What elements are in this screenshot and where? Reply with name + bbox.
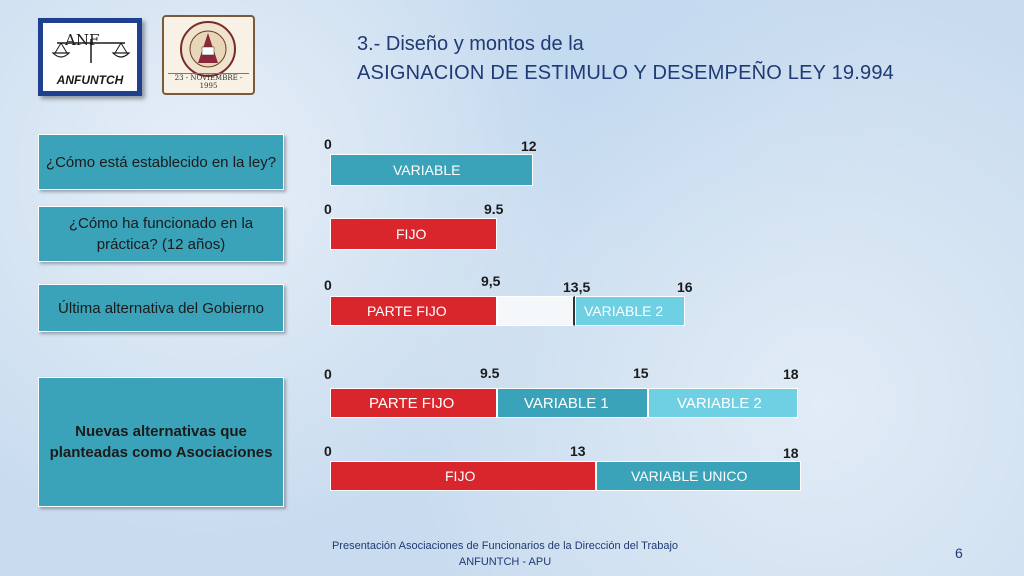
association-seal: 23 - NOVIEMBRE - 1995 — [162, 15, 255, 95]
bar-parte-fijo: PARTE FIJO — [330, 296, 497, 326]
row5-fijo-value: 13 — [570, 443, 586, 459]
row5-end-value: 18 — [783, 445, 799, 461]
scales-icon — [51, 39, 131, 63]
seal-emblem-icon — [180, 21, 236, 77]
row3-mid-value: 13,5 — [563, 279, 591, 295]
bar-variable-1-asoc: VARIABLE 1 — [497, 388, 648, 418]
bar-fijo: FIJO — [330, 218, 497, 250]
bar-variable-2: VARIABLE 2 — [575, 296, 685, 326]
logo-name: ANFUNTCH — [56, 73, 124, 87]
row3-start-value: 0 — [324, 277, 332, 293]
footer-line1: Presentación Asociaciones de Funcionario… — [331, 540, 679, 552]
bar-gap — [497, 296, 575, 326]
row1-start-value: 0 — [324, 136, 332, 152]
row4-end-value: 18 — [783, 366, 799, 382]
question-gobierno: Última alternativa del Gobierno — [38, 284, 284, 332]
seal-date: 23 - NOVIEMBRE - 1995 — [168, 73, 249, 90]
row4-start-value: 0 — [324, 366, 332, 382]
slide-title-line2: ASIGNACION DE ESTIMULO Y DESEMPEÑO LEY 1… — [357, 62, 894, 84]
row3-end-value: 16 — [677, 279, 693, 295]
row2-end-value: 9.5 — [484, 201, 504, 217]
row3-fijo-value: 9,5 — [481, 273, 501, 289]
row4-mid-value: 15 — [633, 365, 649, 381]
question-ley: ¿Cómo está establecido en la ley? — [38, 134, 284, 190]
page-number: 6 — [955, 545, 963, 561]
question-practica: ¿Cómo ha funcionado en la práctica? (12 … — [38, 206, 284, 262]
slide-title-line1: 3.- Diseño y montos de la — [357, 33, 584, 55]
bar-parte-fijo-asoc: PARTE FIJO — [330, 388, 497, 418]
bar-variable-2-asoc: VARIABLE 2 — [648, 388, 798, 418]
row1-end-value: 12 — [521, 138, 537, 154]
row4-fijo-value: 9.5 — [480, 365, 500, 381]
anfuntch-logo: ANF ANFUNTCH — [38, 18, 142, 96]
bar-fijo-asoc: FIJO — [330, 461, 596, 491]
bar-variable-unico: VARIABLE UNICO — [596, 461, 801, 491]
row2-start-value: 0 — [324, 201, 332, 217]
footer-line2: ANFUNTCH - APU — [458, 556, 552, 568]
row5-start-value: 0 — [324, 443, 332, 459]
logo-monogram: ANF — [65, 31, 100, 49]
bar-variable: VARIABLE — [330, 154, 533, 186]
question-asociaciones: Nuevas alternativas que planteadas como … — [38, 377, 284, 507]
